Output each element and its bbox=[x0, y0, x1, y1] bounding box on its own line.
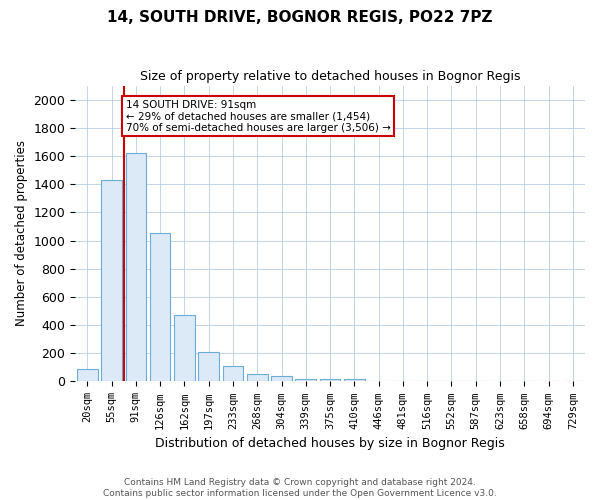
Bar bbox=[125, 153, 146, 382]
Bar bbox=[199, 352, 219, 382]
Bar bbox=[77, 369, 98, 382]
Text: Contains HM Land Registry data © Crown copyright and database right 2024.
Contai: Contains HM Land Registry data © Crown c… bbox=[103, 478, 497, 498]
Bar bbox=[344, 378, 365, 382]
Bar bbox=[150, 234, 170, 382]
X-axis label: Distribution of detached houses by size in Bognor Regis: Distribution of detached houses by size … bbox=[155, 437, 505, 450]
Text: 14 SOUTH DRIVE: 91sqm
← 29% of detached houses are smaller (1,454)
70% of semi-d: 14 SOUTH DRIVE: 91sqm ← 29% of detached … bbox=[125, 100, 391, 133]
Bar bbox=[101, 180, 122, 382]
Bar bbox=[174, 315, 195, 382]
Bar bbox=[320, 380, 340, 382]
Bar bbox=[223, 366, 243, 382]
Y-axis label: Number of detached properties: Number of detached properties bbox=[15, 140, 28, 326]
Bar bbox=[295, 378, 316, 382]
Bar bbox=[271, 376, 292, 382]
Bar bbox=[247, 374, 268, 382]
Text: 14, SOUTH DRIVE, BOGNOR REGIS, PO22 7PZ: 14, SOUTH DRIVE, BOGNOR REGIS, PO22 7PZ bbox=[107, 10, 493, 25]
Title: Size of property relative to detached houses in Bognor Regis: Size of property relative to detached ho… bbox=[140, 70, 520, 83]
